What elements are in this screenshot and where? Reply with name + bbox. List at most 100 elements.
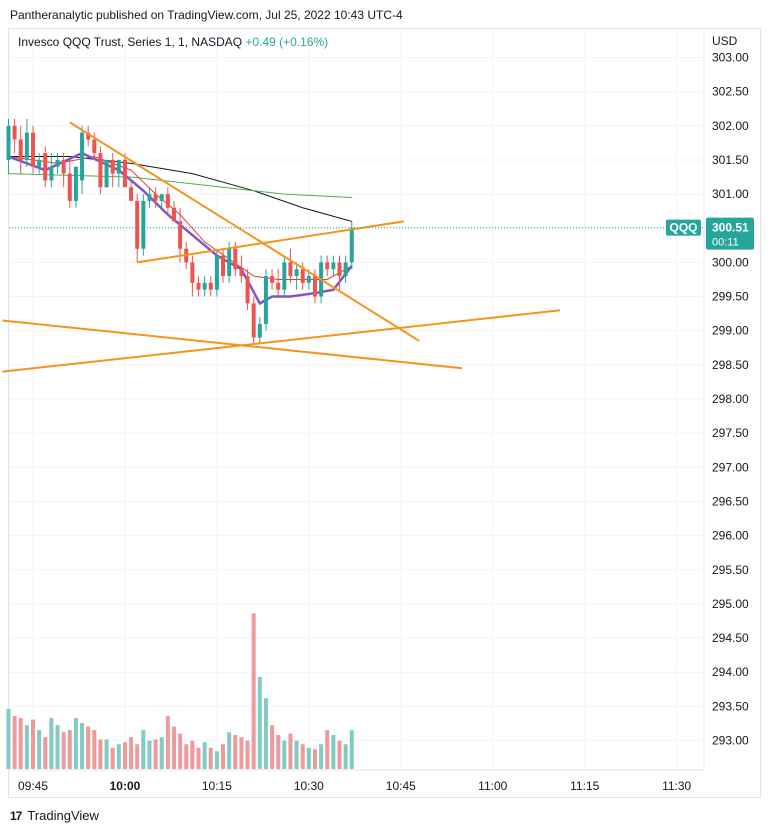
candle-body (233, 248, 238, 270)
candle-body (24, 132, 29, 160)
candle-body (331, 262, 336, 270)
ticker-tag-label: QQQ (669, 221, 697, 235)
candle-body (43, 153, 48, 181)
candle-body (337, 262, 342, 277)
volume-bar (80, 723, 85, 769)
volume-bar (337, 740, 342, 769)
y-tick-label: 293.50 (712, 699, 749, 713)
x-tick-label: 09:45 (18, 779, 48, 793)
y-tick-label: 301.00 (712, 187, 749, 201)
volume-bar (18, 718, 23, 769)
candle-body (147, 194, 152, 201)
trendline[interactable] (69, 121, 420, 342)
volume-bar (116, 744, 121, 769)
candle-body (171, 207, 176, 222)
volume-bar (343, 744, 348, 769)
countdown-label: 00:11 (712, 237, 739, 249)
candle-body (202, 282, 207, 290)
volume-bar (276, 735, 281, 769)
candle-body (55, 159, 60, 167)
moving-average-line (8, 156, 352, 222)
volume-bar (147, 740, 152, 769)
volume-bar (31, 719, 35, 769)
candle-body (18, 139, 23, 160)
y-tick-label: 297.50 (712, 426, 749, 440)
y-tick-label: 299.50 (712, 290, 749, 304)
candle-body (104, 159, 109, 188)
candle-body (165, 194, 170, 208)
volume-bar (165, 715, 170, 769)
y-tick-label: 302.50 (712, 85, 749, 99)
y-tick-label: 301.50 (712, 153, 749, 167)
volume-bar (67, 730, 72, 769)
volume-bar (190, 740, 195, 769)
candle-body (61, 159, 66, 174)
volume-bar (263, 698, 268, 769)
candle-body (129, 187, 134, 201)
candle-body (37, 159, 42, 167)
volume-bar (153, 739, 158, 769)
trendline[interactable] (2, 319, 463, 370)
currency-label: USD (712, 34, 738, 48)
y-tick-label: 298.00 (712, 392, 749, 406)
y-tick-label: 295.50 (712, 563, 749, 577)
volume-bar (122, 742, 127, 769)
volume-bar (270, 725, 275, 769)
candle-body (31, 132, 35, 167)
volume-bar (208, 747, 213, 769)
volume-bar (331, 735, 336, 769)
trendline[interactable] (2, 309, 561, 373)
candle-body (282, 262, 287, 290)
candle-body (257, 323, 262, 338)
volume-bar (251, 613, 256, 769)
price-tag (706, 217, 754, 250)
candle-body (86, 132, 91, 140)
volume-bar (141, 730, 146, 769)
volume-bar (43, 737, 48, 769)
publisher-line: Pantheranalytic published on TradingView… (10, 8, 403, 22)
y-tick-label: 302.00 (712, 119, 749, 133)
x-tick-label: 11:00 (478, 779, 507, 793)
volume-bar (349, 730, 354, 769)
candle-body (312, 276, 317, 297)
candle-body (276, 282, 281, 290)
chart-legend: Invesco QQQ Trust, Series 1, 1, NASDAQ +… (18, 35, 328, 49)
volume-bar (319, 744, 324, 769)
trendline[interactable] (137, 220, 405, 264)
y-tick-label: 294.00 (712, 665, 749, 679)
volume-bar (92, 730, 97, 769)
candle-body (135, 200, 140, 249)
candle-body (221, 255, 226, 277)
candle-body (343, 262, 348, 277)
volume-bar (86, 726, 91, 769)
x-tick-label: 10:00 (110, 779, 141, 793)
volume-bar (306, 747, 311, 769)
candle-body (214, 255, 219, 290)
y-tick-label: 303.00 (712, 51, 749, 65)
volume-bar (312, 749, 317, 769)
volume-bar (49, 718, 54, 769)
volume-bar (104, 739, 109, 769)
volume-bar (202, 742, 207, 769)
legend-symbol[interactable]: Invesco QQQ Trust, Series 1, 1, NASDAQ (18, 35, 245, 49)
volume-bar (257, 677, 262, 769)
brand-name[interactable]: TradingView (27, 808, 99, 823)
candle-body (300, 269, 305, 283)
volume-bar (221, 744, 226, 769)
candle-body (251, 303, 256, 338)
x-tick-label: 11:30 (662, 779, 691, 793)
legend-change: +0.49 (+0.16%) (245, 35, 328, 49)
volume-bar (159, 737, 164, 769)
y-tick-label: 298.50 (712, 358, 749, 372)
volume-bar (73, 718, 78, 769)
volume-bar (110, 747, 115, 769)
candle-body (178, 221, 183, 249)
y-tick-label: 299.00 (712, 324, 749, 338)
candle-body (92, 139, 97, 154)
tradingview-logo-icon: 17 (10, 808, 22, 823)
candle-body (73, 166, 78, 201)
x-tick-label: 11:15 (570, 779, 599, 793)
y-tick-label: 300.00 (712, 255, 749, 269)
volume-bar (135, 744, 140, 769)
